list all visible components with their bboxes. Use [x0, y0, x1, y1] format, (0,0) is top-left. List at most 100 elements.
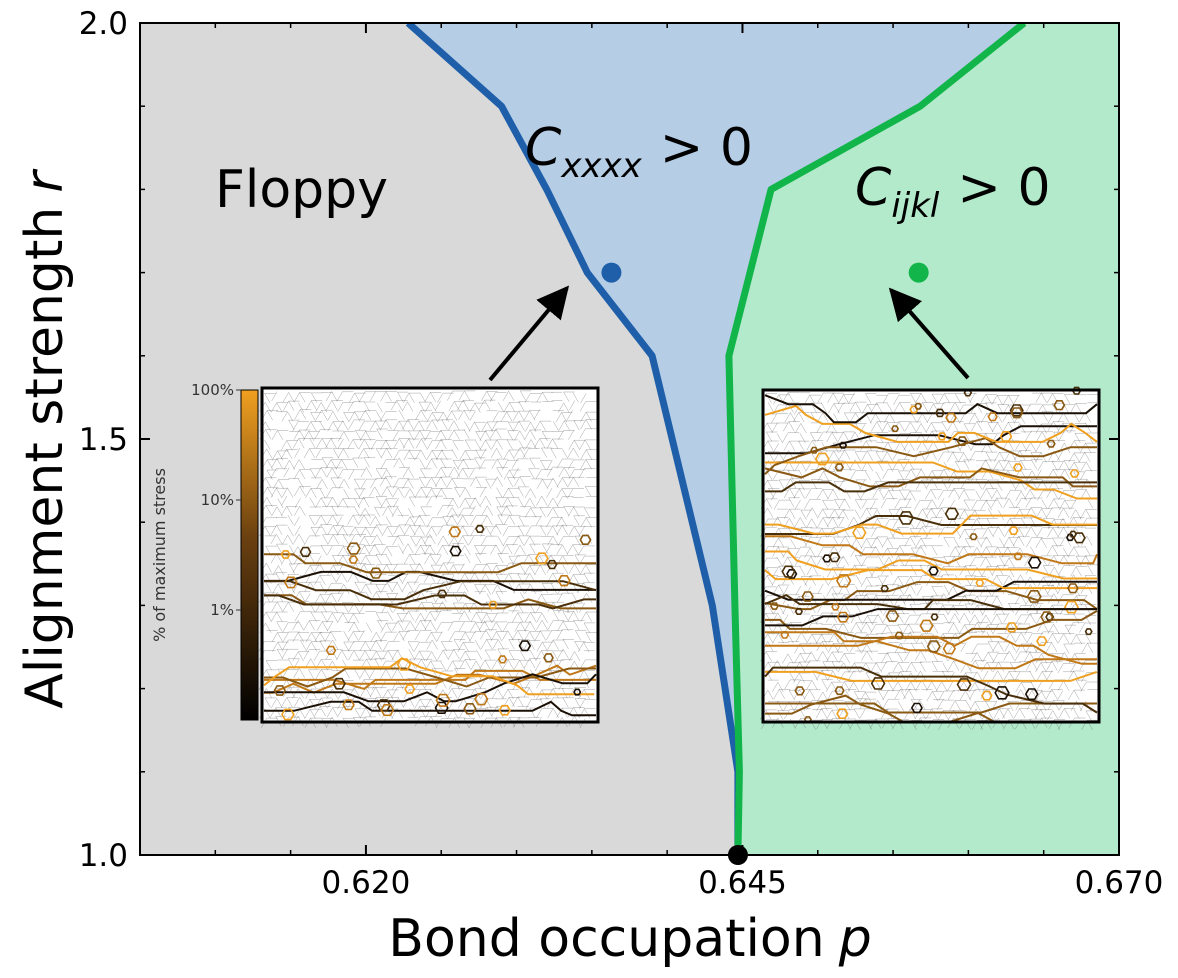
arrow-left	[488, 285, 570, 382]
stressed-loop	[1036, 636, 1048, 647]
stressed-loop	[834, 463, 845, 472]
stressed-bond	[764, 394, 1098, 424]
marker-point-1	[908, 262, 929, 283]
stressed-loop	[1008, 526, 1019, 535]
stressed-bond	[264, 700, 596, 717]
markers	[601, 262, 929, 865]
stressed-loop	[557, 575, 571, 587]
stressed-loop	[956, 678, 972, 691]
stressed-loop	[579, 534, 592, 545]
stressed-loop	[518, 640, 532, 652]
stressed-loop	[930, 613, 939, 621]
stressed-loop	[975, 579, 985, 587]
stressed-bond	[765, 514, 1097, 535]
stressed-loop	[280, 550, 291, 559]
stressed-loop	[1012, 463, 1023, 472]
stressed-bond	[264, 667, 596, 688]
stressed-loop	[435, 693, 451, 707]
stressed-loop	[543, 653, 554, 663]
stressed-loop	[1010, 407, 1024, 419]
stressed-loop	[1068, 530, 1078, 538]
stressed-loop	[376, 699, 392, 712]
stressed-loop	[969, 533, 978, 541]
stressed-loop	[1046, 439, 1056, 448]
stressed-bond	[264, 673, 597, 703]
stressed-loop	[926, 640, 941, 653]
stressed-loop	[987, 412, 998, 422]
colorbar-tick-1: 1%	[210, 601, 234, 619]
stressed-loop	[831, 603, 840, 611]
stressed-bond	[765, 550, 1097, 580]
stressed-loop	[945, 412, 957, 423]
stressed-bond	[764, 404, 1098, 443]
arrow-right	[888, 287, 970, 380]
stressed-loop	[937, 432, 947, 441]
stressed-bond	[264, 553, 596, 574]
stressed-loop	[498, 704, 511, 716]
stressed-loop	[838, 441, 848, 449]
inset-left-network	[258, 390, 598, 729]
colorbar-title: % of maximum stress	[150, 468, 169, 642]
stressed-loop	[870, 677, 886, 690]
stressed-loop	[814, 452, 830, 466]
stressed-bond	[765, 461, 1097, 500]
stressed-bond	[765, 670, 1098, 682]
stressed-loop	[1026, 590, 1042, 603]
stressed-loop	[325, 645, 337, 655]
stressed-loop	[463, 703, 477, 715]
stressed-loop	[934, 408, 945, 418]
stressed-loop	[898, 511, 914, 525]
stressed-bond	[264, 594, 596, 610]
cxxxx-label: Cxxxx > 0	[525, 118, 753, 186]
stressed-loop	[474, 693, 489, 706]
x-axis-title: Bond occupation p	[388, 909, 871, 969]
stressed-loop	[1005, 622, 1018, 633]
stressed-loop	[437, 589, 448, 599]
stressed-bond	[764, 569, 1097, 590]
stressed-bond	[764, 437, 1097, 475]
stressed-loop	[914, 402, 923, 410]
floppy-boundary-line	[405, 23, 742, 855]
stressed-loop	[1067, 583, 1079, 594]
stressed-loop	[380, 704, 395, 717]
cijkl-boundary-line	[725, 23, 1027, 855]
stressed-loop	[928, 566, 939, 576]
stressed-loop	[781, 565, 796, 578]
stressed-loop	[994, 686, 1010, 700]
y-tick-label: 2.0	[79, 6, 128, 42]
inset-left	[258, 386, 600, 729]
stressed-bond	[765, 635, 1097, 665]
axis-ticks: 0.620 0.645 0.670 1.0 1.5 2.0	[79, 6, 1164, 901]
stressed-loop	[283, 576, 298, 589]
colorbar-tick-100: 100%	[191, 381, 234, 399]
stressed-loop	[891, 425, 900, 433]
stressed-loop	[1040, 611, 1054, 623]
stressed-loop	[281, 708, 295, 721]
stressed-loop	[981, 690, 993, 701]
stressed-loop	[828, 552, 841, 563]
stressed-loop	[299, 546, 312, 558]
marker-point-0	[601, 262, 622, 283]
stress-colorbar: 100% 10% 1% % of maximum stress	[150, 381, 259, 721]
stressed-loop	[448, 526, 462, 538]
stressed-loop	[810, 446, 819, 454]
stressed-loop	[836, 611, 850, 623]
stressed-loop	[475, 524, 485, 533]
x-tick-label: 0.620	[322, 865, 411, 901]
stressed-loop	[348, 555, 359, 564]
stressed-loop	[769, 602, 779, 610]
stressed-loop	[822, 554, 832, 563]
inset-right-network	[759, 386, 1099, 731]
cijkl-label: Cijkl > 0	[855, 158, 1051, 226]
stressed-loop	[801, 591, 814, 602]
stressed-loop	[880, 585, 889, 593]
stressed-loop	[1084, 628, 1093, 636]
stressed-loop	[534, 552, 549, 565]
stressed-loop	[852, 526, 867, 539]
stressed-loop	[1013, 552, 1023, 561]
phase-boundaries	[405, 23, 1027, 855]
inset-right	[759, 386, 1101, 731]
y-tick-label: 1.0	[79, 838, 128, 874]
stressed-bond	[765, 535, 1098, 565]
